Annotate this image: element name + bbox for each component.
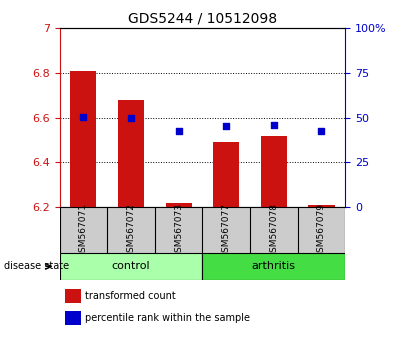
Bar (308, 205, 335, 207)
Bar (118, 100, 144, 207)
Bar (65, 311, 81, 325)
Point (270, 122, 277, 128)
Text: GSM567079: GSM567079 (317, 202, 326, 258)
Text: GSM567071: GSM567071 (79, 202, 88, 258)
Text: disease state: disease state (4, 261, 69, 272)
Text: GSM567078: GSM567078 (269, 202, 278, 258)
Text: percentile rank within the sample: percentile rank within the sample (85, 313, 250, 323)
Text: GSM567072: GSM567072 (127, 202, 136, 258)
Text: arthritis: arthritis (252, 261, 296, 272)
Text: transformed count: transformed count (85, 291, 176, 301)
Point (175, 128, 182, 134)
Bar (213, 142, 239, 207)
Point (128, 115, 134, 121)
Bar (202, 253, 345, 280)
Text: control: control (112, 261, 150, 272)
Point (80, 114, 87, 120)
Bar (261, 136, 287, 207)
Bar (166, 202, 192, 207)
Text: GSM567077: GSM567077 (222, 202, 231, 258)
Point (318, 128, 325, 133)
Bar (65, 289, 81, 303)
Point (223, 123, 229, 129)
Bar (70, 71, 97, 207)
Title: GDS5244 / 10512098: GDS5244 / 10512098 (128, 12, 277, 26)
Bar (60, 253, 202, 280)
Text: GSM567073: GSM567073 (174, 202, 183, 258)
